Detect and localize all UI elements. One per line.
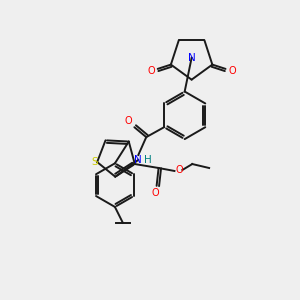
- Text: N: N: [134, 155, 142, 165]
- Text: S: S: [91, 157, 98, 167]
- Text: O: O: [124, 116, 132, 126]
- Text: O: O: [176, 165, 183, 175]
- Text: O: O: [228, 66, 236, 76]
- Text: N: N: [188, 53, 196, 63]
- Text: O: O: [147, 66, 155, 76]
- Text: O: O: [152, 188, 159, 198]
- Text: H: H: [144, 155, 152, 165]
